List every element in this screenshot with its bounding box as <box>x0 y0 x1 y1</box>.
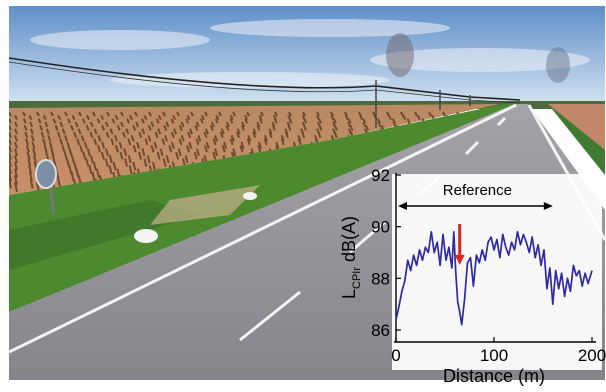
reference-arrow-left <box>398 202 407 210</box>
x-tick-label: 0 <box>391 346 400 365</box>
utility-poles <box>375 80 471 128</box>
chart-panel <box>392 174 602 370</box>
y-tick-label: 90 <box>371 218 390 237</box>
y-tick-label: 88 <box>371 269 390 288</box>
x-axis-label: Distance (m) <box>443 366 545 386</box>
power-line <box>9 57 521 101</box>
reference-arrow-right <box>543 202 553 210</box>
x-tick-label: 100 <box>480 346 508 365</box>
road-sign <box>35 159 57 215</box>
red-arrow-head <box>454 254 465 265</box>
x-tick-label: 200 <box>578 346 606 365</box>
y-tick-label: 86 <box>371 321 390 340</box>
y-axis-label: LCPIr dB(A) <box>339 216 363 299</box>
y-tick-label: 92 <box>371 166 390 185</box>
reference-label: Reference <box>443 182 512 199</box>
series-line <box>395 230 593 326</box>
